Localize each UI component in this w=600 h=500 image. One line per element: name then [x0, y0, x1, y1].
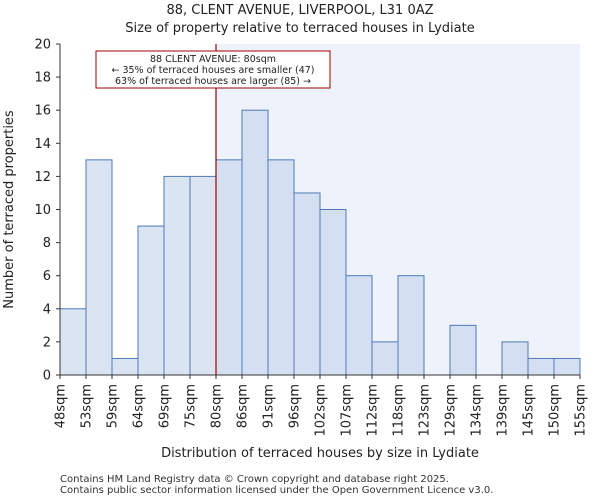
x-tick-label: 80sqm	[210, 384, 225, 428]
x-tick-label: 86sqm	[236, 384, 251, 428]
bar-129sqm	[449, 324, 477, 376]
y-tick-label: 4	[43, 302, 51, 317]
y-tick-label: 14	[34, 137, 51, 152]
y-tick-label: 18	[34, 71, 51, 86]
bar-139sqm	[501, 341, 529, 376]
plot-area: 0 2 4 6 8 10 12 14 16 18 20 48sqm 53sqm 59sqm 64sqm 69s…	[2, 38, 589, 462]
bar-96sqm	[293, 192, 321, 376]
footer-licence: Contains public sector information licen…	[60, 485, 494, 496]
y-tick-label: 16	[34, 104, 51, 119]
x-tick-label: 75sqm	[184, 384, 199, 428]
y-tick-label: 6	[43, 269, 51, 284]
bar-59sqm	[111, 357, 139, 376]
x-tick-label: 69sqm	[158, 384, 173, 428]
annotation-line-3: 63% of terraced houses are larger (85) →	[115, 76, 311, 87]
x-tick-label: 107sqm	[340, 384, 355, 437]
bar-75sqm	[189, 175, 217, 376]
y-axis-title: Number of terraced properties	[2, 110, 17, 309]
annotation-line-2: ← 35% of terraced houses are smaller (47…	[111, 65, 314, 76]
y-tick-label: 12	[34, 170, 51, 185]
bar-80sqm	[215, 159, 243, 376]
chart-title: 88, CLENT AVENUE, LIVERPOOL, L31 0AZ Siz…	[0, 2, 600, 38]
x-tick-label: 123sqm	[418, 384, 433, 437]
x-tick-label: 155sqm	[574, 384, 589, 437]
bar-53sqm	[85, 159, 113, 376]
bar-102sqm	[319, 209, 347, 376]
bar-69sqm	[163, 175, 191, 376]
y-tick-label: 0	[43, 369, 51, 384]
x-tick-label: 102sqm	[314, 384, 329, 437]
x-tick-label: 59sqm	[106, 384, 121, 428]
bar-48sqm	[59, 308, 87, 376]
x-tick-label: 96sqm	[288, 384, 303, 428]
bar-91sqm	[267, 159, 295, 376]
x-tick-label: 129sqm	[444, 384, 459, 437]
title-subtitle: Size of property relative to terraced ho…	[125, 21, 475, 36]
x-tick-label: 134sqm	[470, 384, 485, 437]
bar-118sqm	[397, 275, 425, 376]
bar-107sqm	[345, 275, 373, 376]
x-tick-label: 48sqm	[54, 384, 69, 428]
x-tick-label: 64sqm	[132, 384, 147, 428]
bar-150sqm	[553, 357, 581, 376]
y-tick-label: 2	[43, 335, 51, 350]
x-tick-label: 145sqm	[522, 384, 537, 437]
bar-145sqm	[527, 357, 555, 376]
y-tick-label: 20	[34, 38, 51, 53]
x-tick-label: 91sqm	[262, 384, 277, 428]
bar-112sqm	[371, 341, 399, 376]
bar-86sqm	[241, 109, 269, 376]
x-tick-label: 53sqm	[80, 384, 95, 428]
title-address: 88, CLENT AVENUE, LIVERPOOL, L31 0AZ	[166, 3, 434, 18]
x-tick-label: 139sqm	[496, 384, 511, 437]
y-tick-label: 8	[43, 236, 51, 251]
footer-copyright: Contains HM Land Registry data © Crown c…	[60, 474, 449, 485]
y-tick-label: 10	[34, 203, 51, 218]
bar-64sqm	[137, 225, 165, 376]
x-tick-label: 150sqm	[548, 384, 563, 437]
x-axis-title: Distribution of terraced houses by size …	[161, 446, 479, 461]
x-tick-label: 118sqm	[392, 384, 407, 437]
annotation-box	[95, 50, 331, 89]
annotation-line-1: 88 CLENT AVENUE: 80sqm	[150, 54, 276, 65]
x-tick-label: 112sqm	[366, 384, 381, 437]
